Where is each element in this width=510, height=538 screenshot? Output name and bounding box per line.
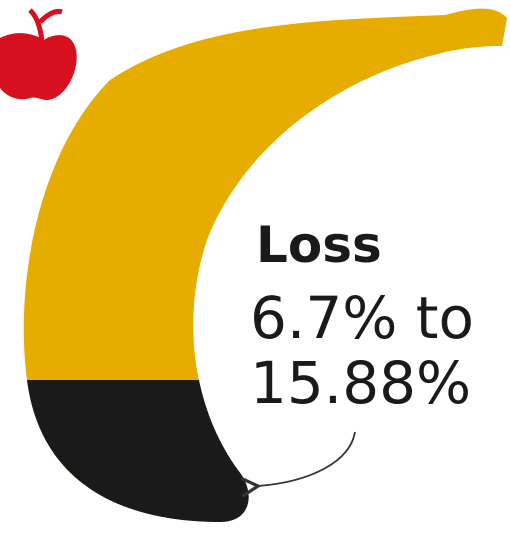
apple	[0, 33, 77, 100]
arrow	[258, 432, 355, 486]
infographic: Loss 6.7% to 15.88%	[0, 0, 510, 538]
loss-range: 15.88%	[250, 349, 471, 417]
loss-range: 6.7% to	[250, 284, 474, 352]
page: Loss 6.7% to 15.88% (() => { const data …	[0, 0, 510, 538]
loss-title: Loss	[256, 216, 382, 274]
banana	[0, 0, 510, 538]
